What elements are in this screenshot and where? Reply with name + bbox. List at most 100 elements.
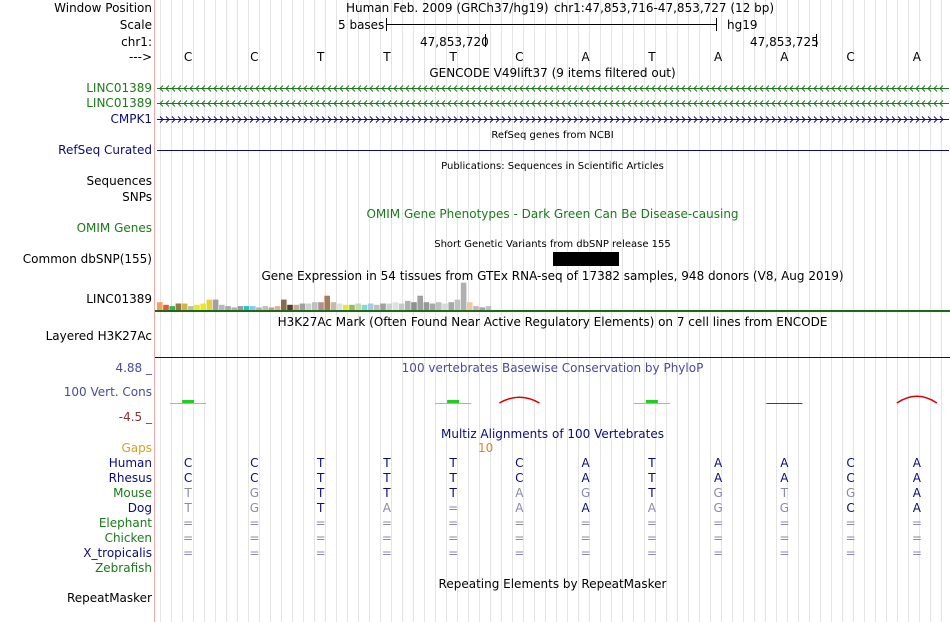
gtex-tissue-bar bbox=[423, 302, 430, 310]
gtex-tissue-bar bbox=[473, 306, 479, 310]
snps-label[interactable]: SNPs bbox=[122, 190, 152, 204]
gene-strand-chevrons bbox=[159, 85, 944, 92]
gtex-gene-label[interactable]: LINC01389 bbox=[86, 292, 152, 306]
aligned-base: = bbox=[183, 546, 194, 560]
gtex-tissue-bar bbox=[200, 303, 206, 310]
dbsnp-track-title[interactable]: Short Genetic Variants from dbSNP releas… bbox=[434, 239, 671, 250]
aligned-base: A bbox=[780, 456, 789, 470]
species-label-zebrafish[interactable]: Zebrafish bbox=[95, 561, 152, 575]
strand-arrow-label: ---> bbox=[128, 50, 152, 64]
aligned-base: T bbox=[780, 486, 789, 500]
aligned-base: G bbox=[845, 486, 856, 500]
aligned-base: = bbox=[381, 531, 392, 545]
phylop-peak bbox=[896, 395, 938, 404]
gene-label-cmpk1[interactable]: CMPK1 bbox=[110, 112, 152, 126]
aligned-base: G bbox=[713, 501, 723, 515]
aligned-base: T bbox=[648, 471, 656, 485]
aligned-base: = bbox=[779, 531, 790, 545]
aligned-base: T bbox=[383, 471, 391, 485]
aligned-base: = bbox=[713, 531, 724, 545]
repeatmasker-track-title[interactable]: Repeating Elements by RepeatMasker bbox=[438, 577, 667, 591]
aligned-base: = bbox=[713, 546, 724, 560]
phylop-min-label: -4.5 _ bbox=[118, 410, 152, 424]
species-label-human[interactable]: Human bbox=[108, 456, 152, 470]
aligned-base: = bbox=[448, 501, 459, 515]
gtex-tissue-bar bbox=[305, 303, 312, 310]
aligned-base: = bbox=[448, 546, 459, 560]
reference-base: C bbox=[250, 50, 259, 64]
common-dbsnp-label[interactable]: Common dbSNP(155) bbox=[22, 252, 152, 266]
repeatmasker-label[interactable]: RepeatMasker bbox=[66, 591, 152, 605]
aligned-base: T bbox=[449, 486, 457, 500]
gtex-tissue-bar bbox=[225, 306, 231, 310]
aligned-base: = bbox=[514, 516, 525, 530]
species-label-chicken[interactable]: Chicken bbox=[104, 531, 152, 545]
species-label-dog[interactable]: Dog bbox=[127, 501, 152, 515]
aligned-base: = bbox=[249, 516, 260, 530]
aligned-base: = bbox=[845, 531, 856, 545]
phylop-track-title[interactable]: 100 vertebrates Basewise Conservation by… bbox=[401, 361, 704, 375]
gtex-tissue-bar bbox=[268, 307, 275, 310]
aligned-base: = bbox=[580, 531, 591, 545]
gene-label-linc01389-2[interactable]: LINC01389 bbox=[86, 96, 152, 110]
gaps-label[interactable]: Gaps bbox=[121, 441, 152, 455]
species-label-elephant[interactable]: Elephant bbox=[98, 516, 152, 530]
aligned-base: = bbox=[911, 531, 922, 545]
gtex-tissue-bar bbox=[405, 300, 411, 310]
gtex-tissue-bar bbox=[454, 299, 461, 310]
aligned-base: C bbox=[846, 501, 855, 515]
chrom-label: chr1: bbox=[121, 35, 152, 49]
aligned-base: = bbox=[448, 531, 459, 545]
dbsnp-variant[interactable] bbox=[553, 252, 619, 266]
window-position-label: Window Position bbox=[54, 1, 152, 15]
aligned-base: = bbox=[315, 546, 326, 560]
label-divider[interactable] bbox=[154, 0, 155, 622]
aligned-base: T bbox=[449, 456, 457, 470]
layered-h3k27ac-label[interactable]: Layered H3K27Ac bbox=[45, 329, 152, 343]
reference-base: A bbox=[714, 50, 723, 64]
species-label-rhesus[interactable]: Rhesus bbox=[108, 471, 152, 485]
gtex-tissue-bar bbox=[349, 304, 355, 310]
species-label-x_tropicalis[interactable]: X_tropicalis bbox=[83, 546, 152, 560]
aligned-base: T bbox=[316, 501, 325, 515]
aligned-base: A bbox=[912, 456, 921, 470]
aligned-base: = bbox=[448, 516, 459, 530]
aligned-base: = bbox=[249, 531, 260, 545]
h3k27ac-track-title[interactable]: H3K27Ac Mark (Often Found Near Active Re… bbox=[277, 315, 828, 329]
aligned-base: C bbox=[250, 471, 259, 485]
aligned-base: A bbox=[714, 456, 723, 470]
gtex-tissue-bar bbox=[367, 303, 374, 310]
aligned-base: A bbox=[912, 471, 921, 485]
aligned-base: C bbox=[250, 456, 259, 470]
omim-track-title[interactable]: OMIM Gene Phenotypes - Dark Green Can Be… bbox=[366, 207, 739, 221]
sequences-label[interactable]: Sequences bbox=[86, 174, 152, 188]
gtex-tissue-bar bbox=[312, 302, 318, 310]
gtex-tissue-bar bbox=[436, 302, 442, 310]
phylop-label[interactable]: 100 Vert. Cons bbox=[63, 385, 152, 399]
publications-track-title[interactable]: Publications: Sequences in Scientific Ar… bbox=[441, 161, 664, 172]
phylop-peak bbox=[499, 396, 540, 404]
omim-genes-label[interactable]: OMIM Genes bbox=[76, 221, 152, 235]
gene-label-linc01389-1[interactable]: LINC01389 bbox=[86, 81, 152, 95]
species-label-mouse[interactable]: Mouse bbox=[113, 486, 152, 500]
aligned-base: A bbox=[780, 471, 789, 485]
aligned-base: A bbox=[647, 501, 656, 515]
gtex-tissue-bar bbox=[380, 303, 386, 310]
reference-base: A bbox=[581, 50, 590, 64]
gencode-track-title[interactable]: GENCODE V49lift37 (9 items filtered out) bbox=[429, 66, 676, 80]
assembly-name: Human Feb. 2009 (GRCh37/hg19) bbox=[346, 1, 549, 15]
aligned-base: = bbox=[845, 546, 856, 560]
aligned-base: A bbox=[714, 471, 723, 485]
gtex-tissue-bar bbox=[188, 306, 194, 310]
gtex-tissue-bar bbox=[429, 303, 436, 310]
multiz-track-title[interactable]: Multiz Alignments of 100 Vertebrates bbox=[440, 427, 665, 441]
gtex-track-title[interactable]: Gene Expression in 54 tissues from GTEx … bbox=[261, 269, 844, 283]
aligned-base: T bbox=[449, 471, 457, 485]
refseq-curated-label[interactable]: RefSeq Curated bbox=[58, 143, 152, 157]
gtex-tissue-bar bbox=[392, 302, 399, 310]
gtex-tissue-bar bbox=[336, 303, 343, 310]
refseq-track-title[interactable]: RefSeq genes from NCBI bbox=[491, 130, 614, 141]
aligned-base: C bbox=[183, 471, 193, 485]
gtex-tissue-bar bbox=[448, 302, 454, 310]
